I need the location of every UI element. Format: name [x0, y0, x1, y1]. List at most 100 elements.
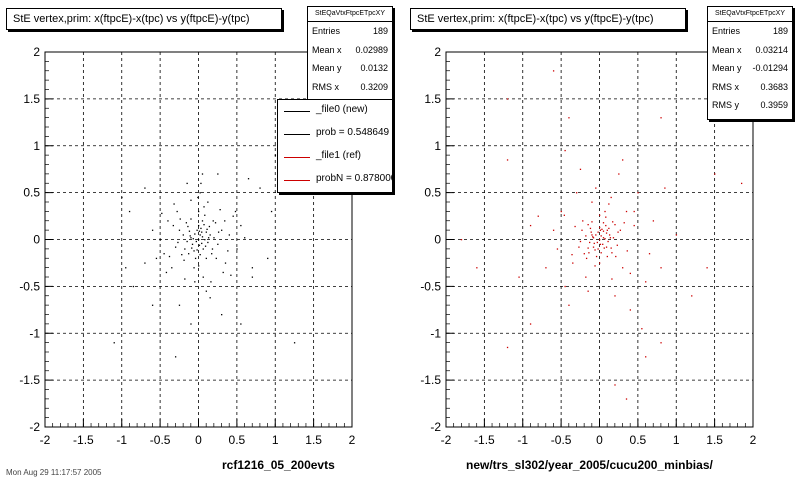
left-data-point [196, 249, 198, 251]
right-data-point [706, 267, 708, 269]
right-data-point [740, 182, 743, 185]
left-data-point [215, 257, 217, 260]
right-data-point [596, 241, 598, 244]
right-data-point [599, 262, 601, 264]
right-data-point [602, 222, 605, 224]
left-x-tick-label: 1 [272, 433, 279, 447]
right-y-tick-label: 1.5 [424, 92, 441, 106]
left-data-point [190, 199, 192, 201]
right-data-point [622, 267, 624, 269]
right-data-point [610, 196, 612, 199]
right-data-point [552, 70, 555, 72]
left-data-point [240, 323, 242, 325]
left-data-point [244, 237, 246, 239]
right-data-point [604, 238, 606, 240]
left-data-point [187, 225, 189, 228]
right-y-tick-label: 0.5 [424, 186, 441, 200]
right-data-point [518, 276, 520, 278]
left-y-tick-label: -2 [29, 420, 40, 434]
right-data-point [602, 230, 605, 232]
right-x-tick-label: 1 [673, 433, 680, 447]
left-data-point [193, 250, 195, 252]
left-data-point [188, 230, 191, 232]
right-x-tick-label: 2 [750, 433, 757, 447]
right-data-point [605, 246, 608, 248]
left-data-point [125, 267, 127, 269]
left-data-point [234, 210, 237, 213]
right-data-point [591, 201, 593, 203]
left-y-tick-label: -0.5 [19, 279, 40, 293]
legend-entry: _file0 (new) [278, 100, 392, 123]
right-data-point [529, 323, 532, 325]
right-data-point [637, 192, 639, 194]
left-data-point [168, 255, 171, 258]
right-data-point [552, 229, 555, 231]
right-data-point [599, 214, 601, 216]
right-data-point [609, 237, 612, 239]
left-data-point [185, 222, 188, 224]
left-data-point [204, 239, 206, 241]
left-data-point [151, 304, 154, 306]
left-data-point [159, 239, 161, 241]
right-data-point [506, 159, 509, 161]
left-data-point [173, 203, 175, 205]
left-data-point [167, 220, 169, 222]
left-data-point [192, 238, 194, 240]
left-data-point [201, 220, 204, 222]
right-data-point [619, 229, 622, 231]
left-data-point [274, 154, 277, 156]
left-data-point [198, 239, 200, 241]
left-y-tick-label: 0.5 [23, 186, 40, 200]
left-data-point [213, 237, 215, 239]
right-data-point [645, 356, 647, 358]
right-data-point [714, 173, 716, 175]
left-y-tick-label: 0 [33, 233, 40, 247]
right-data-point [588, 252, 590, 254]
left-data-point [209, 234, 211, 236]
left-data-point [207, 237, 210, 239]
left-data-point [207, 201, 209, 203]
right-data-point [537, 215, 539, 217]
left-data-point [221, 229, 223, 231]
left-data-point [217, 173, 219, 175]
left-data-point [227, 250, 229, 252]
left-data-point [186, 240, 188, 243]
left-data-point [190, 237, 192, 239]
right-data-point [587, 247, 589, 249]
right-data-point [579, 240, 582, 243]
right-data-point [591, 234, 593, 236]
legend-line-swatch [284, 180, 310, 181]
left-data-point [224, 220, 226, 222]
right-data-point [460, 239, 463, 241]
right-stats-name: StEQaVtxFtpcETpcXY [708, 7, 792, 22]
left-data-point [201, 173, 204, 175]
right-x-tick-label: -2 [441, 433, 452, 447]
left-data-point [199, 192, 201, 194]
right-data-point [611, 252, 613, 254]
left-data-point [201, 242, 203, 245]
left-data-point [201, 231, 203, 233]
right-data-point [595, 187, 597, 189]
left-data-point [194, 233, 196, 235]
left-data-point [210, 281, 212, 283]
right-data-point [625, 210, 628, 213]
left-y-tick-label: 1 [33, 139, 40, 153]
right-data-point [612, 237, 615, 239]
right-data-point [595, 234, 597, 236]
left-chart-title: StE vertex,prim: x(ftpcE)-x(tpc) vs y(ft… [6, 8, 282, 30]
right-title-text: StE vertex,prim: x(ftpcE)-x(tpc) vs y(ft… [417, 13, 654, 25]
left-data-point [178, 304, 181, 306]
left-data-point [194, 257, 197, 260]
left-data-point [132, 285, 135, 288]
right-y-tick-label: 2 [434, 45, 441, 59]
right-chart-title: StE vertex,prim: x(ftpcE)-x(tpc) vs y(ft… [410, 8, 686, 30]
right-data-point [581, 229, 583, 231]
left-data-point [206, 228, 208, 230]
left-data-point [211, 248, 214, 250]
left-stats-row: RMS x 0.3209 [312, 81, 388, 92]
left-title-text: StE vertex,prim: x(ftpcE)-x(tpc) vs y(ft… [13, 13, 250, 25]
right-data-point [602, 237, 605, 239]
right-x-tick-label: -0.5 [551, 433, 572, 447]
right-data-point [599, 226, 601, 229]
